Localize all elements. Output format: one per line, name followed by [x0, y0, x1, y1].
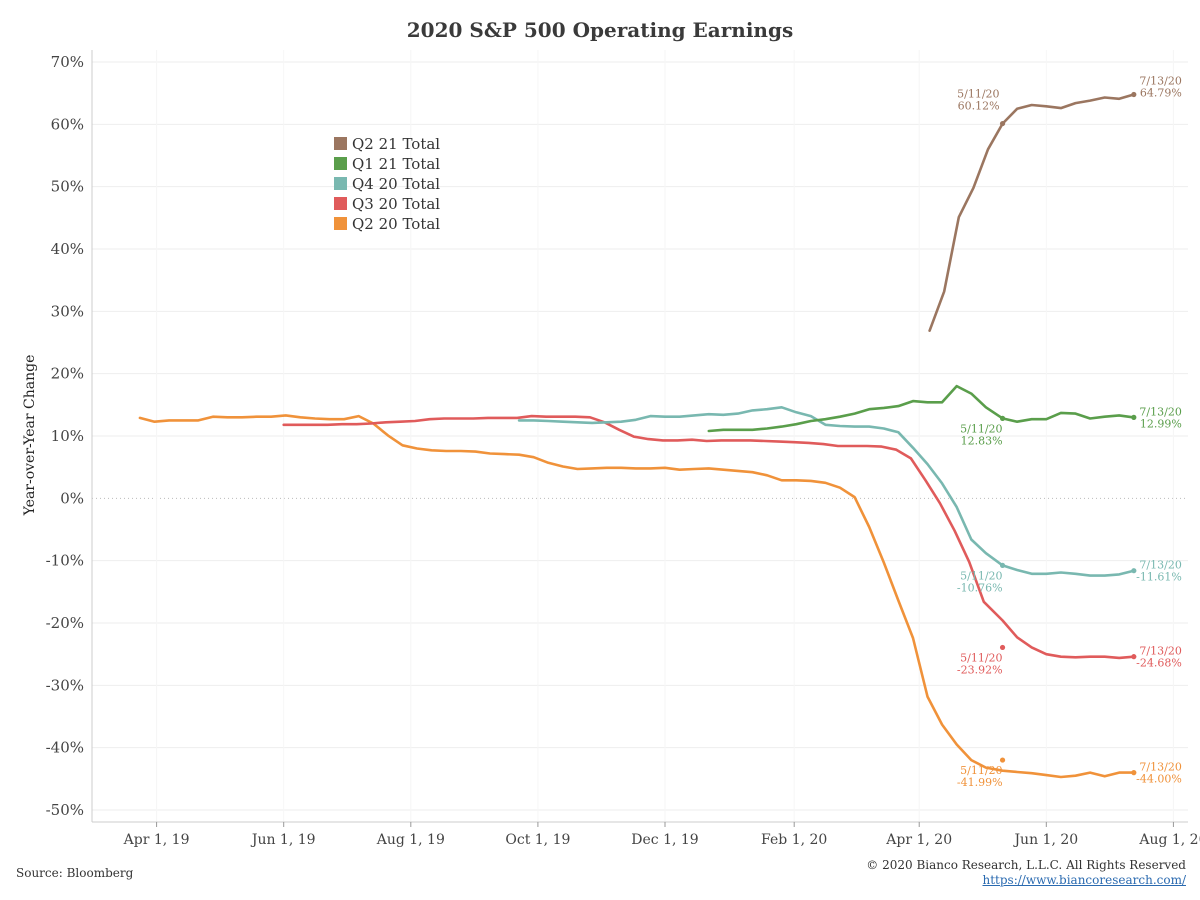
x-tick-label: Dec 1, 19 [631, 832, 698, 848]
annotations: 5/11/2060.12%7/13/2064.79%5/11/2012.83%7… [957, 74, 1182, 789]
x-tick-label: Aug 1, 20 [1138, 832, 1200, 848]
legend-swatch [334, 157, 347, 170]
y-tick-label: 0% [60, 489, 84, 507]
legend-swatch [334, 197, 347, 210]
source-note: Source: Bloomberg [16, 866, 134, 880]
annotation-value: -44.00% [1136, 773, 1182, 786]
annotation-value: 12.99% [1140, 417, 1182, 430]
legend-label: Q4 20 Total [352, 175, 440, 193]
annotation-value: 64.79% [1140, 86, 1182, 99]
x-tick-label: Aug 1, 19 [376, 832, 445, 848]
annotation-value: 12.83% [961, 434, 1003, 447]
annotation-value: 60.12% [958, 100, 1000, 113]
y-tick-label: 50% [51, 178, 84, 196]
annotation-marker [1131, 414, 1137, 420]
chart-title: 2020 S&P 500 Operating Earnings [406, 18, 794, 42]
annotation-marker [999, 415, 1006, 421]
x-tick-label: Apr 1, 20 [885, 832, 952, 848]
annotation-value: -11.61% [1136, 571, 1182, 584]
annotation-marker [1131, 91, 1137, 98]
x-tick-label: Feb 1, 20 [761, 832, 827, 848]
x-tick-label: Apr 1, 19 [123, 832, 190, 848]
annotation-value: -23.92% [957, 663, 1003, 676]
y-tick-label: -20% [46, 614, 84, 632]
annotation-marker [1131, 654, 1137, 660]
annotation-date: 5/11/20 [960, 422, 1002, 435]
x-tick-label: Jun 1, 19 [250, 832, 316, 848]
x-tick-label: Oct 1, 19 [505, 832, 570, 848]
grid [92, 50, 1188, 822]
series-line-q2-20-total [138, 414, 1136, 779]
annotation-marker [1131, 568, 1137, 574]
copyright-note: © 2020 Bianco Research, L.L.C. All Right… [866, 858, 1186, 872]
legend-label: Q2 20 Total [352, 215, 440, 233]
y-tick-label: 20% [51, 365, 84, 383]
annotation-value: -10.76% [957, 581, 1003, 594]
annotation-date: 5/11/20 [960, 569, 1002, 582]
y-tick-label: 40% [51, 240, 84, 258]
y-tick-label: -30% [46, 676, 84, 694]
y-tick-label: 10% [51, 427, 84, 445]
annotation-date: 7/13/20 [1139, 761, 1181, 774]
annotation-date: 7/13/20 [1139, 645, 1181, 658]
y-tick-label: -50% [46, 801, 84, 819]
series-line-q3-20-total [282, 414, 1136, 660]
website-link[interactable]: https://www.biancoresearch.com/ [982, 873, 1186, 887]
annotation-date: 5/11/20 [960, 651, 1002, 664]
annotation-date: 7/13/20 [1139, 559, 1181, 572]
legend-label: Q1 21 Total [352, 155, 440, 173]
series-lines [138, 93, 1136, 779]
annotation-value: -41.99% [957, 776, 1003, 789]
y-tick-label: -40% [46, 739, 84, 757]
legend-swatch [334, 217, 347, 230]
annotation-marker [999, 757, 1006, 763]
x-tick-label: Jun 1, 20 [1012, 832, 1078, 848]
annotation-marker [999, 120, 1006, 127]
series-line-q1-21-total [707, 384, 1136, 433]
legend-label: Q3 20 Total [352, 195, 440, 213]
annotation-value: -24.68% [1136, 657, 1182, 670]
annotation-marker [1131, 770, 1137, 776]
y-tick-label: -10% [46, 552, 84, 570]
y-tick-label: 30% [51, 302, 84, 320]
annotation-marker [999, 562, 1006, 569]
annotation-date: 5/11/20 [957, 88, 999, 101]
series-line-q4-20-total [517, 405, 1136, 577]
annotation-date: 7/13/20 [1139, 405, 1181, 418]
legend-swatch [334, 177, 347, 190]
series-line-q2-21-total [928, 93, 1136, 333]
y-tick-label: 70% [51, 53, 84, 71]
legend-label: Q2 21 Total [352, 135, 440, 153]
legend: Q2 21 Total Q1 21 Total Q4 20 Total Q3 20 T… [334, 135, 440, 233]
annotation-date: 7/13/20 [1139, 74, 1181, 87]
annotation-date: 5/11/20 [960, 764, 1002, 777]
y-tick-label: 60% [51, 115, 84, 133]
legend-swatch [334, 137, 347, 150]
annotation-marker [999, 644, 1006, 651]
axes: 70% 60% 50% 40% 30% 20% 10% 0% -10% -20% -30% -40% -… [46, 50, 1200, 848]
